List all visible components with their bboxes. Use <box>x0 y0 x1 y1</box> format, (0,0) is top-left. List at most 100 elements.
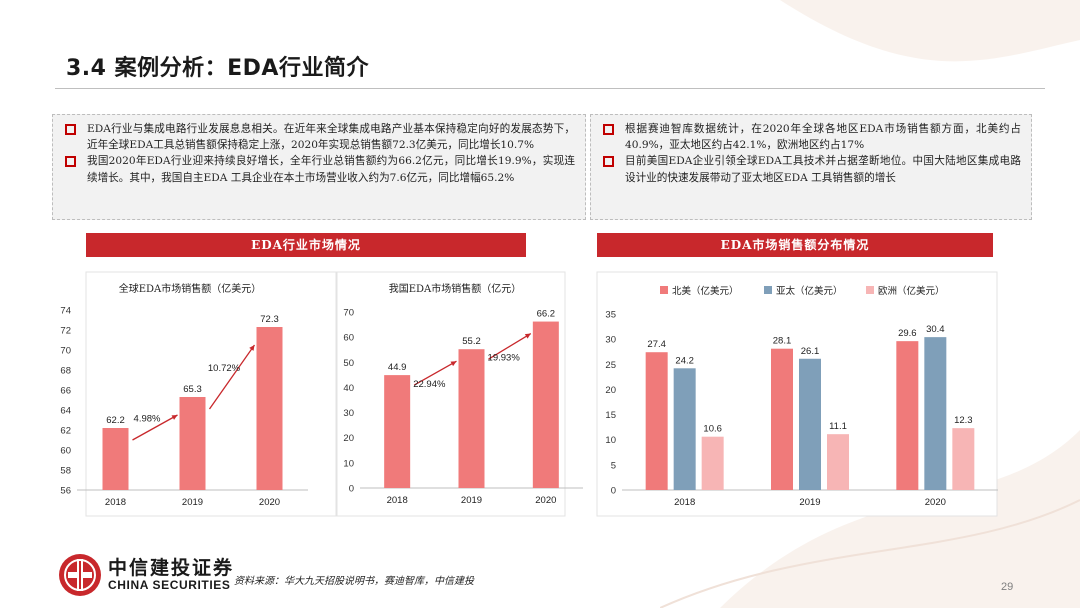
china-eda-y-tick-label: 0 <box>349 484 354 495</box>
global-eda-y-tick-label: 72 <box>60 326 71 337</box>
global-eda-title: 全球EDA市场销售额（亿美元） <box>119 282 262 295</box>
global-eda-growth-arrow <box>132 414 178 441</box>
region-eda-value-label: 10.6 <box>703 424 722 435</box>
region-eda-legend-swatch <box>660 286 668 294</box>
bullet-square-icon <box>65 124 76 135</box>
global-eda-arrow-head-icon <box>171 415 178 420</box>
region-eda-value-label: 30.4 <box>926 324 945 335</box>
background-swoosh <box>660 0 1080 608</box>
region-eda-legend-swatch <box>866 286 874 294</box>
left-bullet-1-text: EDA行业与集成电路行业发展息息相关。在近年来全球集成电路产业基本保持稳定向好的… <box>87 123 575 152</box>
region-eda-x-tick-label: 2019 <box>799 497 820 508</box>
region-eda-bar <box>645 352 668 490</box>
global-eda-y-tick-label: 66 <box>60 386 71 397</box>
region-eda-bar <box>896 341 919 490</box>
title-divider <box>55 88 1045 89</box>
china-eda-y-tick-label: 40 <box>343 383 354 394</box>
china-eda-value-label: 66.2 <box>537 309 556 320</box>
global-eda-value-label: 65.3 <box>183 384 202 395</box>
logo-chinese-name: 中信建投证券 <box>108 557 235 579</box>
region-eda-legend-label: 欧洲（亿美元） <box>878 285 945 297</box>
region-eda-legend-swatch <box>764 286 772 294</box>
region-eda-bar <box>771 348 793 490</box>
china-eda-value-label: 44.9 <box>388 362 407 373</box>
china-eda-x-tick-label: 2019 <box>461 495 482 506</box>
global-eda-growth-label: 4.98% <box>134 414 161 425</box>
china-eda-x-tick-label: 2020 <box>535 495 556 506</box>
bullet-square-icon <box>603 124 614 135</box>
china-eda-bar <box>384 375 411 488</box>
left-bullet-2: 我国2020年EDA行业迎来持续良好增长，全年行业总销售额约为66.2亿元，同比… <box>63 153 575 185</box>
page-title: 3.4 案例分析：EDA行业简介 <box>66 56 369 81</box>
market-status-banner: EDA行业市场情况 <box>86 233 526 257</box>
global-eda-y-tick-label: 68 <box>60 366 71 377</box>
china-eda-bar <box>532 321 559 488</box>
logo-english-name: CHINA SECURITIES <box>108 578 231 592</box>
chart-frame <box>85 271 337 517</box>
china-eda-y-tick-label: 30 <box>343 408 354 419</box>
left-bullet-2-text: 我国2020年EDA行业迎来持续良好增长，全年行业总销售额约为66.2亿元，同比… <box>87 155 575 184</box>
region-eda-value-label: 26.1 <box>801 346 820 357</box>
china-securities-logo-icon <box>59 554 101 596</box>
region-eda-y-tick-label: 30 <box>605 335 616 346</box>
global-eda-y-tick-label: 56 <box>60 486 71 497</box>
right-bullet-1: 根据赛迪智库数据统计，在2020年全球各地区EDA市场销售额方面，北美约占40.… <box>601 121 1021 153</box>
global-eda-value-label: 62.2 <box>106 415 125 426</box>
region-eda-value-label: 24.2 <box>675 355 694 366</box>
region-eda-y-tick-label: 0 <box>611 486 616 497</box>
region-eda-value-label: 28.1 <box>773 336 792 347</box>
region-eda-bar <box>827 434 849 490</box>
global-eda-y-tick-label: 74 <box>60 306 71 317</box>
right-text-panel: 根据赛迪智库数据统计，在2020年全球各地区EDA市场销售额方面，北美约占40.… <box>590 114 1032 220</box>
china-eda-x-tick-label: 2018 <box>387 495 408 506</box>
region-eda-y-tick-label: 5 <box>611 460 616 471</box>
china-eda-bar <box>458 349 485 488</box>
left-bullet-1: EDA行业与集成电路行业发展息息相关。在近年来全球集成电路产业基本保持稳定向好的… <box>63 121 575 153</box>
china-eda-title: 我国EDA市场销售额（亿元） <box>389 282 522 295</box>
region-eda-x-tick-label: 2018 <box>674 497 695 508</box>
region-eda-value-label: 12.3 <box>954 415 973 426</box>
region-eda-y-tick-label: 15 <box>605 410 616 421</box>
china-eda-growth-label: 19.93% <box>488 352 521 363</box>
region-eda-value-label: 11.1 <box>829 421 847 432</box>
source-note: 资料来源：华大九天招股说明书，赛迪智库，中信建投 <box>234 576 474 587</box>
region-eda-y-tick-label: 10 <box>605 435 616 446</box>
china-eda-y-tick-label: 10 <box>343 458 354 469</box>
right-bullet-2: 目前美国EDA企业引领全球EDA工具技术并占据垄断地位。中国大陆地区集成电路设计… <box>601 153 1021 185</box>
global-eda-arrow-head-icon <box>249 345 255 351</box>
region-eda-y-tick-label: 25 <box>605 360 616 371</box>
global-eda-growth-label: 10.72% <box>208 363 241 374</box>
right-bullet-2-text: 目前美国EDA企业引领全球EDA工具技术并占据垄断地位。中国大陆地区集成电路设计… <box>625 155 1021 184</box>
china-eda-growth-arrow <box>488 332 532 360</box>
region-eda-bar <box>952 428 975 490</box>
china-eda-arrow-head-icon <box>524 333 531 339</box>
region-eda-value-label: 29.6 <box>898 328 917 339</box>
region-eda-bar <box>701 436 724 490</box>
left-text-panel: EDA行业与集成电路行业发展息息相关。在近年来全球集成电路产业基本保持稳定向好的… <box>52 114 586 220</box>
global-eda-growth-arrow <box>208 344 256 410</box>
global-eda-x-tick-label: 2020 <box>259 497 280 508</box>
china-eda-y-tick-label: 60 <box>343 333 354 344</box>
region-eda-y-tick-label: 20 <box>605 385 616 396</box>
region-eda-y-tick-label: 35 <box>605 310 616 321</box>
region-eda-legend-label: 亚太（亿美元） <box>776 285 843 297</box>
china-eda-y-tick-label: 50 <box>343 358 354 369</box>
china-eda-growth-arrow <box>413 360 457 386</box>
global-eda-y-tick-label: 62 <box>60 426 71 437</box>
region-eda-x-tick-label: 2020 <box>925 497 946 508</box>
chart-frame <box>336 271 566 517</box>
global-eda-bar <box>256 327 283 490</box>
china-eda-arrow-head-icon <box>450 361 457 367</box>
global-eda-value-label: 72.3 <box>260 314 279 325</box>
global-eda-x-tick-label: 2018 <box>105 497 126 508</box>
market-distribution-banner: EDA市场销售额分布情况 <box>597 233 993 257</box>
global-eda-x-tick-label: 2019 <box>182 497 203 508</box>
right-bullet-1-text: 根据赛迪智库数据统计，在2020年全球各地区EDA市场销售额方面，北美约占40.… <box>625 123 1021 152</box>
region-eda-value-label: 27.4 <box>647 339 666 350</box>
bullet-square-icon <box>603 156 614 168</box>
china-eda-y-tick-label: 20 <box>343 433 354 444</box>
global-eda-y-tick-label: 70 <box>60 346 71 357</box>
region-eda-legend-label: 北美（亿美元） <box>672 285 739 297</box>
region-eda-bar <box>673 368 696 490</box>
